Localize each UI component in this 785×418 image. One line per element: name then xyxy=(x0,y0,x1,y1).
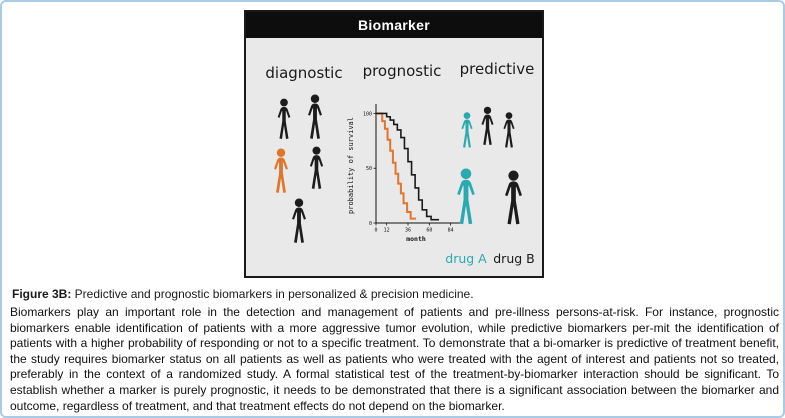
column-label-prognostic: prognostic xyxy=(362,62,442,80)
person-icon-black xyxy=(274,98,294,142)
person-icon-teal-small xyxy=(458,112,476,150)
figure-panel-title: Biomarker xyxy=(246,12,542,38)
svg-text:probability of survival: probability of survival xyxy=(347,117,355,214)
svg-text:0: 0 xyxy=(374,228,377,234)
svg-text:50: 50 xyxy=(366,166,372,172)
person-icon-black-small xyxy=(478,106,497,148)
figure-caption-label: Figure 3B: xyxy=(12,287,72,301)
person-icon-drug-a xyxy=(452,168,480,228)
person-icon-drug-b xyxy=(500,170,527,228)
column-label-predictive: predictive xyxy=(459,60,535,78)
svg-text:0: 0 xyxy=(369,221,372,227)
column-label-diagnostic: diagnostic xyxy=(265,64,343,82)
svg-text:month: month xyxy=(406,235,426,243)
svg-text:60: 60 xyxy=(426,228,432,234)
body-paragraph: Biomarkers play an important role in the… xyxy=(10,305,779,413)
svg-text:84: 84 xyxy=(448,228,454,234)
figure-caption-text: Predictive and prognostic biomarkers in … xyxy=(71,287,474,301)
svg-text:36: 36 xyxy=(405,228,411,234)
svg-text:100: 100 xyxy=(363,111,372,117)
drug-a-label: drug A xyxy=(445,251,487,266)
survival-chart: 0 50 100 0 12 36 60 84 month probability of survi… xyxy=(347,104,460,243)
person-icon-black xyxy=(306,146,327,192)
svg-text:12: 12 xyxy=(384,228,390,234)
person-icon-orange xyxy=(270,148,292,196)
person-icon-black xyxy=(288,198,310,246)
figure-3b-panel: Biomarker diagnostic prognostic predicti… xyxy=(244,10,544,278)
drug-b-label: drug B xyxy=(493,251,535,266)
person-icon-black xyxy=(304,94,326,142)
figure-caption: Figure 3B: Predictive and prognostic bio… xyxy=(12,287,777,301)
person-icon-black-small xyxy=(500,112,518,150)
